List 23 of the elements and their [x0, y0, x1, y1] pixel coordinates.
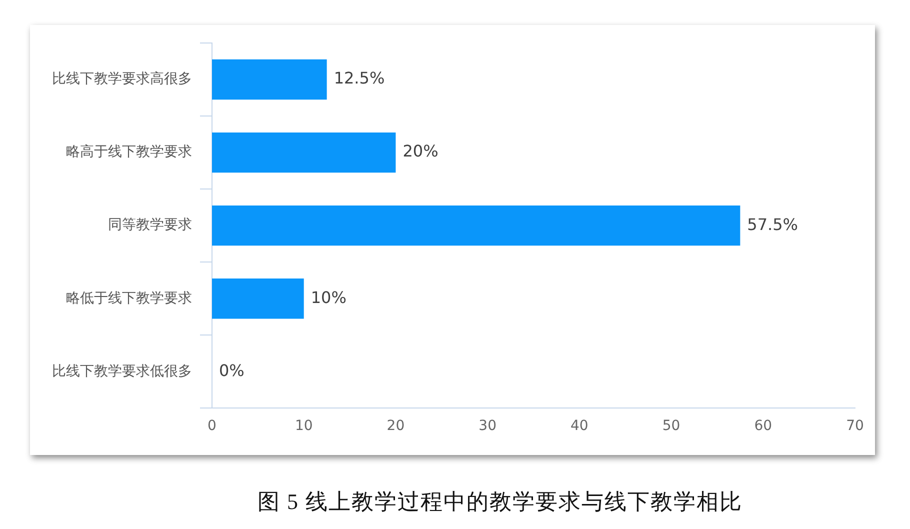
x-tick-label: 50	[662, 418, 680, 434]
data-label: 12.5%	[334, 68, 385, 88]
y-tick-label: 比线下教学要求低很多	[52, 363, 192, 380]
bar	[212, 132, 396, 173]
x-tick-label: 30	[478, 418, 496, 434]
data-label: 0%	[219, 360, 244, 380]
y-tick-label: 略高于线下教学要求	[66, 144, 192, 160]
x-tick-label: 70	[846, 418, 864, 434]
y-tick-label: 比线下教学要求高很多	[52, 71, 192, 88]
x-tick-label: 10	[294, 418, 313, 434]
data-label: 57.5%	[747, 214, 798, 234]
y-tick-label: 同等教学要求	[108, 217, 192, 234]
x-tick-label: 40	[570, 418, 588, 434]
x-tick-label: 60	[754, 418, 772, 434]
bar	[212, 59, 327, 100]
data-label: 10%	[310, 288, 346, 307]
bar	[212, 278, 304, 319]
bar	[212, 206, 740, 246]
x-tick-label: 20	[386, 418, 405, 434]
x-tick-label: 0	[208, 418, 216, 434]
text: 图 5 线上教学过程中的教学要求与线下教学相比	[256, 488, 744, 516]
y-tick-label: 略低于线下教学要求	[66, 290, 192, 306]
data-label: 20%	[402, 142, 438, 161]
